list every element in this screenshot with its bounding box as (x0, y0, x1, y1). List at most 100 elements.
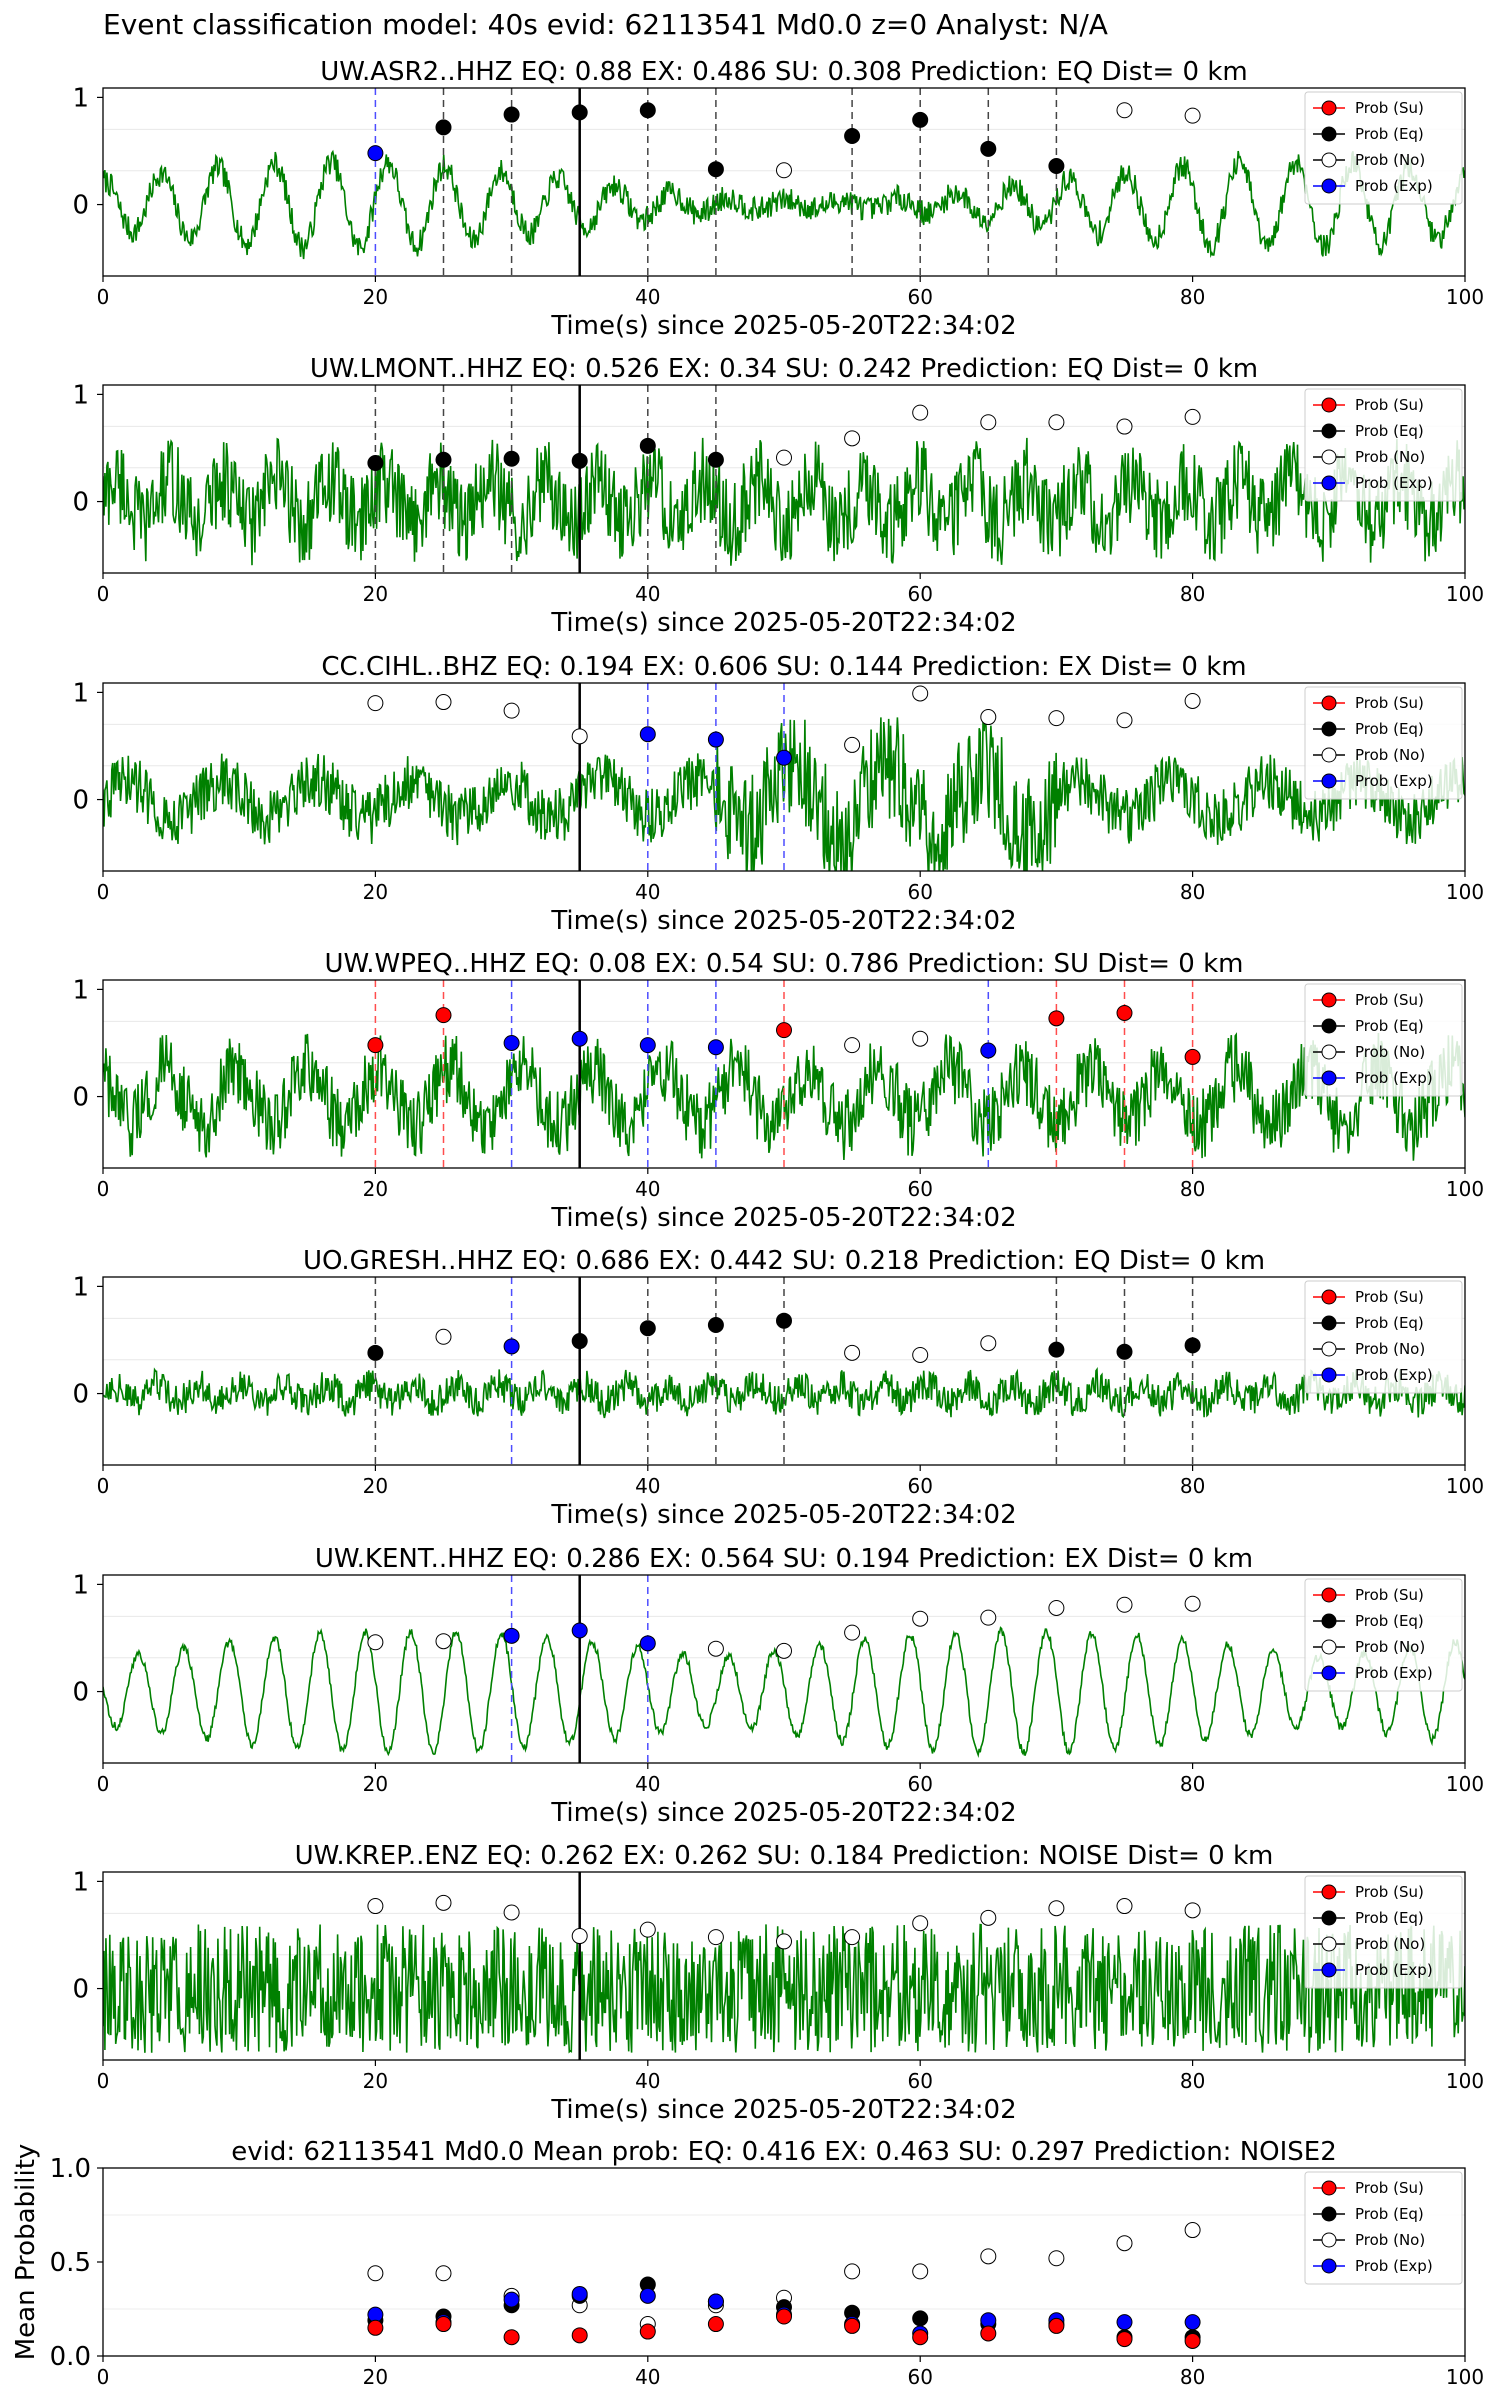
mean-point-su (912, 2329, 929, 2346)
prob-point-eq (1048, 1341, 1065, 1358)
x-axis-label: Time(s) since 2025-05-20T22:34:02 (550, 1798, 1016, 1828)
x-tick-label: 40 (635, 285, 660, 309)
mean-prob-panel: evid: 62113541 Md0.0 Mean prob: EQ: 0.41… (11, 2137, 1484, 2389)
prob-point-eq (639, 102, 656, 119)
legend: Prob (Su) Prob (Eq) Prob (No) Prob (Exp) (1304, 686, 1463, 800)
prob-point-no (844, 430, 861, 447)
prob-point-no (844, 1344, 861, 1361)
x-tick-label: 60 (907, 285, 932, 309)
mean-point-exp (1116, 2314, 1133, 2331)
x-tick-label: 60 (907, 880, 932, 904)
mean-point-exp (503, 2291, 520, 2308)
mean-point-su (707, 2316, 724, 2333)
legend-label-eq: Prob (Eq) (1355, 1314, 1424, 1332)
legend-label-exp: Prob (Exp) (1355, 1961, 1433, 1979)
x-tick-label: 100 (1446, 2069, 1484, 2093)
prob-point-exp (707, 1039, 724, 1056)
prob-point-no (435, 1633, 452, 1650)
axes-frame (102, 979, 1466, 1169)
x-tick-label: 60 (907, 1772, 932, 1796)
legend-marker-no (1321, 449, 1337, 465)
prob-point-exp (639, 1635, 656, 1652)
legend-label-su: Prob (Su) (1355, 396, 1424, 414)
mean-point-no (367, 2265, 384, 2282)
prob-point-no (776, 1933, 792, 1950)
x-axis-label: Time(s) since 2025-05-20T22:34:02 (550, 2095, 1016, 2125)
prob-point-no (1116, 712, 1133, 729)
station-panel: CC.CIHL..BHZ EQ: 0.194 EX: 0.606 SU: 0.1… (72, 652, 1484, 936)
legend-label-no: Prob (No) (1355, 1638, 1425, 1656)
legend-marker-no (1321, 1044, 1337, 1060)
plot-area (103, 385, 1465, 573)
prob-point-eq (571, 1333, 588, 1350)
x-axis-label: Time(s) since 2025-05-20T22:34:02 (550, 1500, 1016, 1530)
prob-point-exp (639, 1037, 656, 1054)
legend: Prob (Su) Prob (Eq) Prob (No) Prob (Exp) (1304, 91, 1463, 205)
legend-label-eq: Prob (Eq) (1355, 422, 1424, 440)
x-tick-label: 20 (363, 880, 388, 904)
prob-point-no (844, 736, 861, 753)
x-tick-label: 20 (363, 2365, 388, 2389)
legend-label-su: Prob (Su) (1355, 694, 1424, 712)
y-tick-label: 0.0 (50, 2342, 91, 2372)
prob-point-exp (571, 1030, 588, 1047)
prob-point-su (1116, 1004, 1133, 1021)
x-tick-label: 0 (97, 2365, 110, 2389)
legend-box (1304, 686, 1463, 800)
legend-label-no: Prob (No) (1355, 746, 1425, 764)
mean-point-no (980, 2248, 997, 2265)
waveform-trace (103, 1626, 1465, 1759)
legend-label-exp: Prob (Exp) (1355, 1664, 1433, 1682)
x-tick-label: 40 (635, 582, 660, 606)
x-axis-label: Time(s) since 2025-05-20T22:34:02 (550, 311, 1016, 341)
legend-marker-su (1321, 397, 1337, 413)
prob-point-exp (639, 726, 656, 743)
plot-area (103, 1277, 1465, 1465)
mean-point-su (1184, 2332, 1201, 2349)
prob-point-no (367, 695, 384, 712)
x-tick-label: 60 (907, 1177, 932, 1201)
legend-box (1304, 91, 1463, 205)
mean-point-exp (571, 2285, 588, 2302)
x-tick-label: 100 (1446, 1177, 1484, 1201)
prob-point-exp (980, 1042, 997, 1059)
legend-marker-eq (1321, 1018, 1337, 1034)
y-tick-label: 1 (72, 380, 89, 410)
x-tick-label: 20 (363, 1772, 388, 1796)
prob-point-no (1116, 1596, 1133, 1613)
x-tick-label: 100 (1446, 582, 1484, 606)
legend-marker-exp (1321, 475, 1337, 491)
prob-point-no (1116, 1898, 1133, 1915)
legend-marker-no (1321, 1341, 1337, 1357)
prob-point-su (1048, 1010, 1065, 1027)
station-panel: UO.GRESH..HHZ EQ: 0.686 EX: 0.442 SU: 0.… (72, 1246, 1484, 1530)
mean-point-su (503, 2329, 520, 2346)
legend-label-su: Prob (Su) (1355, 1288, 1424, 1306)
legend-box (1304, 1875, 1463, 1989)
legend-label-exp: Prob (Exp) (1355, 772, 1433, 790)
prob-point-eq (707, 1316, 724, 1333)
prob-point-no (1048, 710, 1065, 727)
prob-point-no (776, 449, 792, 466)
prob-point-eq (639, 437, 656, 454)
legend-marker-su (1321, 1289, 1337, 1305)
x-tick-label: 80 (1180, 582, 1205, 606)
legend-label-exp: Prob (Exp) (1355, 1366, 1433, 1384)
legend: Prob (Su) Prob (Eq) Prob (No) Prob (Exp) (1304, 1875, 1463, 1989)
plot-area (103, 1575, 1465, 1763)
prob-point-no (639, 1921, 656, 1938)
legend-box (1304, 1280, 1463, 1394)
x-tick-label: 0 (97, 582, 110, 606)
mean-point-exp (707, 2293, 724, 2310)
mean-point-su (980, 2325, 997, 2342)
x-tick-label: 0 (97, 1474, 110, 1498)
prob-point-no (1116, 418, 1133, 435)
legend-marker-no (1321, 1936, 1337, 1952)
x-tick-label: 80 (1180, 880, 1205, 904)
prob-point-no (1048, 1900, 1065, 1917)
prob-point-no (1184, 1595, 1201, 1612)
legend-marker-eq (1321, 423, 1337, 439)
prob-point-exp (776, 749, 792, 766)
prob-point-eq (912, 111, 929, 128)
legend: Prob (Su) Prob (Eq) Prob (No) Prob (Exp) (1304, 1578, 1463, 1692)
